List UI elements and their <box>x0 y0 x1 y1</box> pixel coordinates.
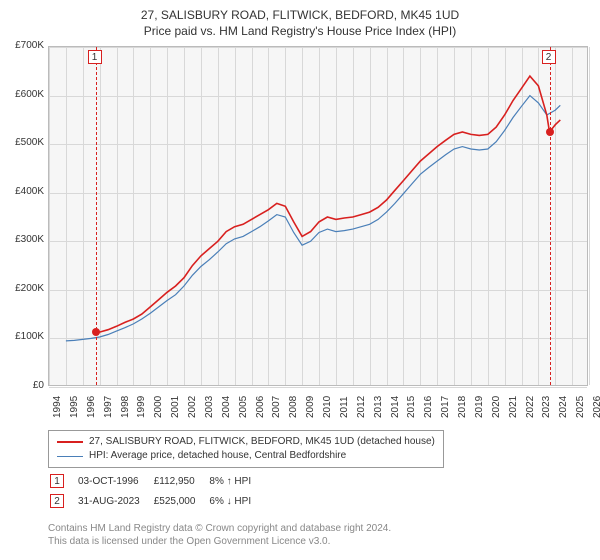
x-axis-tick-label: 2002 <box>187 396 198 418</box>
legend-swatch <box>57 456 83 457</box>
x-axis-tick-label: 2022 <box>525 396 536 418</box>
x-axis-tick-label: 2015 <box>406 396 417 418</box>
sale-marker-dot <box>546 128 554 136</box>
footer-attribution: Contains HM Land Registry data © Crown c… <box>48 522 391 548</box>
x-axis-tick-label: 2024 <box>558 396 569 418</box>
x-axis-tick-label: 2008 <box>288 396 299 418</box>
sales-table: 1 03-OCT-1996£112,9508% ↑ HPI 2 31-AUG-2023… <box>48 470 265 512</box>
footer-line1: Contains HM Land Registry data © Crown c… <box>48 522 391 535</box>
sale-marker-icon: 1 <box>50 474 64 488</box>
x-axis-tick-label: 2004 <box>221 396 232 418</box>
x-axis-tick-label: 2005 <box>238 396 249 418</box>
sale-delta: 6% ↓ HPI <box>209 492 263 510</box>
gridline-vertical <box>589 47 590 385</box>
sale-delta: 8% ↑ HPI <box>209 472 263 490</box>
sale-marker-box: 2 <box>542 50 556 64</box>
y-axis-tick-label: £600K <box>4 89 44 100</box>
x-axis-tick-label: 1996 <box>86 396 97 418</box>
x-axis-tick-label: 2026 <box>592 396 600 418</box>
x-axis-tick-label: 2000 <box>153 396 164 418</box>
y-axis-tick-label: £200K <box>4 283 44 294</box>
gridline-horizontal <box>49 387 587 388</box>
x-axis-tick-label: 1997 <box>103 396 114 418</box>
x-axis-tick-label: 1999 <box>136 396 147 418</box>
legend: 27, SALISBURY ROAD, FLITWICK, BEDFORD, M… <box>48 430 444 468</box>
x-axis-tick-label: 1998 <box>120 396 131 418</box>
y-axis-tick-label: £0 <box>4 380 44 391</box>
legend-label: 27, SALISBURY ROAD, FLITWICK, BEDFORD, M… <box>89 435 435 449</box>
x-axis-tick-label: 1994 <box>52 396 63 418</box>
x-axis-tick-label: 2021 <box>508 396 519 418</box>
sale-marker-dot <box>92 328 100 336</box>
legend-label: HPI: Average price, detached house, Cent… <box>89 449 346 463</box>
x-axis-tick-label: 2011 <box>339 396 350 418</box>
x-axis-tick-label: 2006 <box>255 396 266 418</box>
x-axis-tick-label: 2025 <box>575 396 586 418</box>
x-axis-tick-label: 2017 <box>440 396 451 418</box>
legend-row: 27, SALISBURY ROAD, FLITWICK, BEDFORD, M… <box>57 435 435 449</box>
y-axis-tick-label: £100K <box>4 331 44 342</box>
sale-date: 03-OCT-1996 <box>78 472 152 490</box>
sales-table-row: 1 03-OCT-1996£112,9508% ↑ HPI <box>50 472 263 490</box>
sales-table-row: 2 31-AUG-2023£525,0006% ↓ HPI <box>50 492 263 510</box>
y-axis-tick-label: £700K <box>4 40 44 51</box>
x-axis-tick-label: 2020 <box>491 396 502 418</box>
x-axis-tick-label: 2009 <box>305 396 316 418</box>
sale-marker-line <box>550 47 551 385</box>
sale-price: £112,950 <box>154 472 208 490</box>
chart-title-line1: 27, SALISBURY ROAD, FLITWICK, BEDFORD, M… <box>0 0 600 22</box>
y-axis-tick-label: £300K <box>4 234 44 245</box>
chart-container: 27, SALISBURY ROAD, FLITWICK, BEDFORD, M… <box>0 0 600 560</box>
x-axis-tick-label: 2023 <box>541 396 552 418</box>
legend-swatch <box>57 441 83 443</box>
x-axis-tick-label: 2016 <box>423 396 434 418</box>
x-axis-tick-label: 2007 <box>271 396 282 418</box>
x-axis-tick-label: 2019 <box>474 396 485 418</box>
sale-date: 31-AUG-2023 <box>78 492 152 510</box>
y-axis-tick-label: £400K <box>4 186 44 197</box>
sale-marker-icon: 2 <box>50 494 64 508</box>
x-axis-tick-label: 2010 <box>322 396 333 418</box>
chart-title-line2: Price paid vs. HM Land Registry's House … <box>0 22 600 38</box>
series-price_paid <box>96 76 561 332</box>
x-axis-tick-label: 2001 <box>170 396 181 418</box>
series-hpi <box>66 96 560 341</box>
y-axis-tick-label: £500K <box>4 137 44 148</box>
x-axis-tick-label: 2014 <box>390 396 401 418</box>
x-axis-tick-label: 2003 <box>204 396 215 418</box>
chart-lines <box>49 47 589 387</box>
sale-marker-box: 1 <box>88 50 102 64</box>
legend-row: HPI: Average price, detached house, Cent… <box>57 449 435 463</box>
plot-area <box>48 46 588 386</box>
footer-line2: This data is licensed under the Open Gov… <box>48 535 391 548</box>
x-axis-tick-label: 2013 <box>373 396 384 418</box>
sale-price: £525,000 <box>154 492 208 510</box>
x-axis-tick-label: 2012 <box>356 396 367 418</box>
x-axis-tick-label: 1995 <box>69 396 80 418</box>
x-axis-tick-label: 2018 <box>457 396 468 418</box>
